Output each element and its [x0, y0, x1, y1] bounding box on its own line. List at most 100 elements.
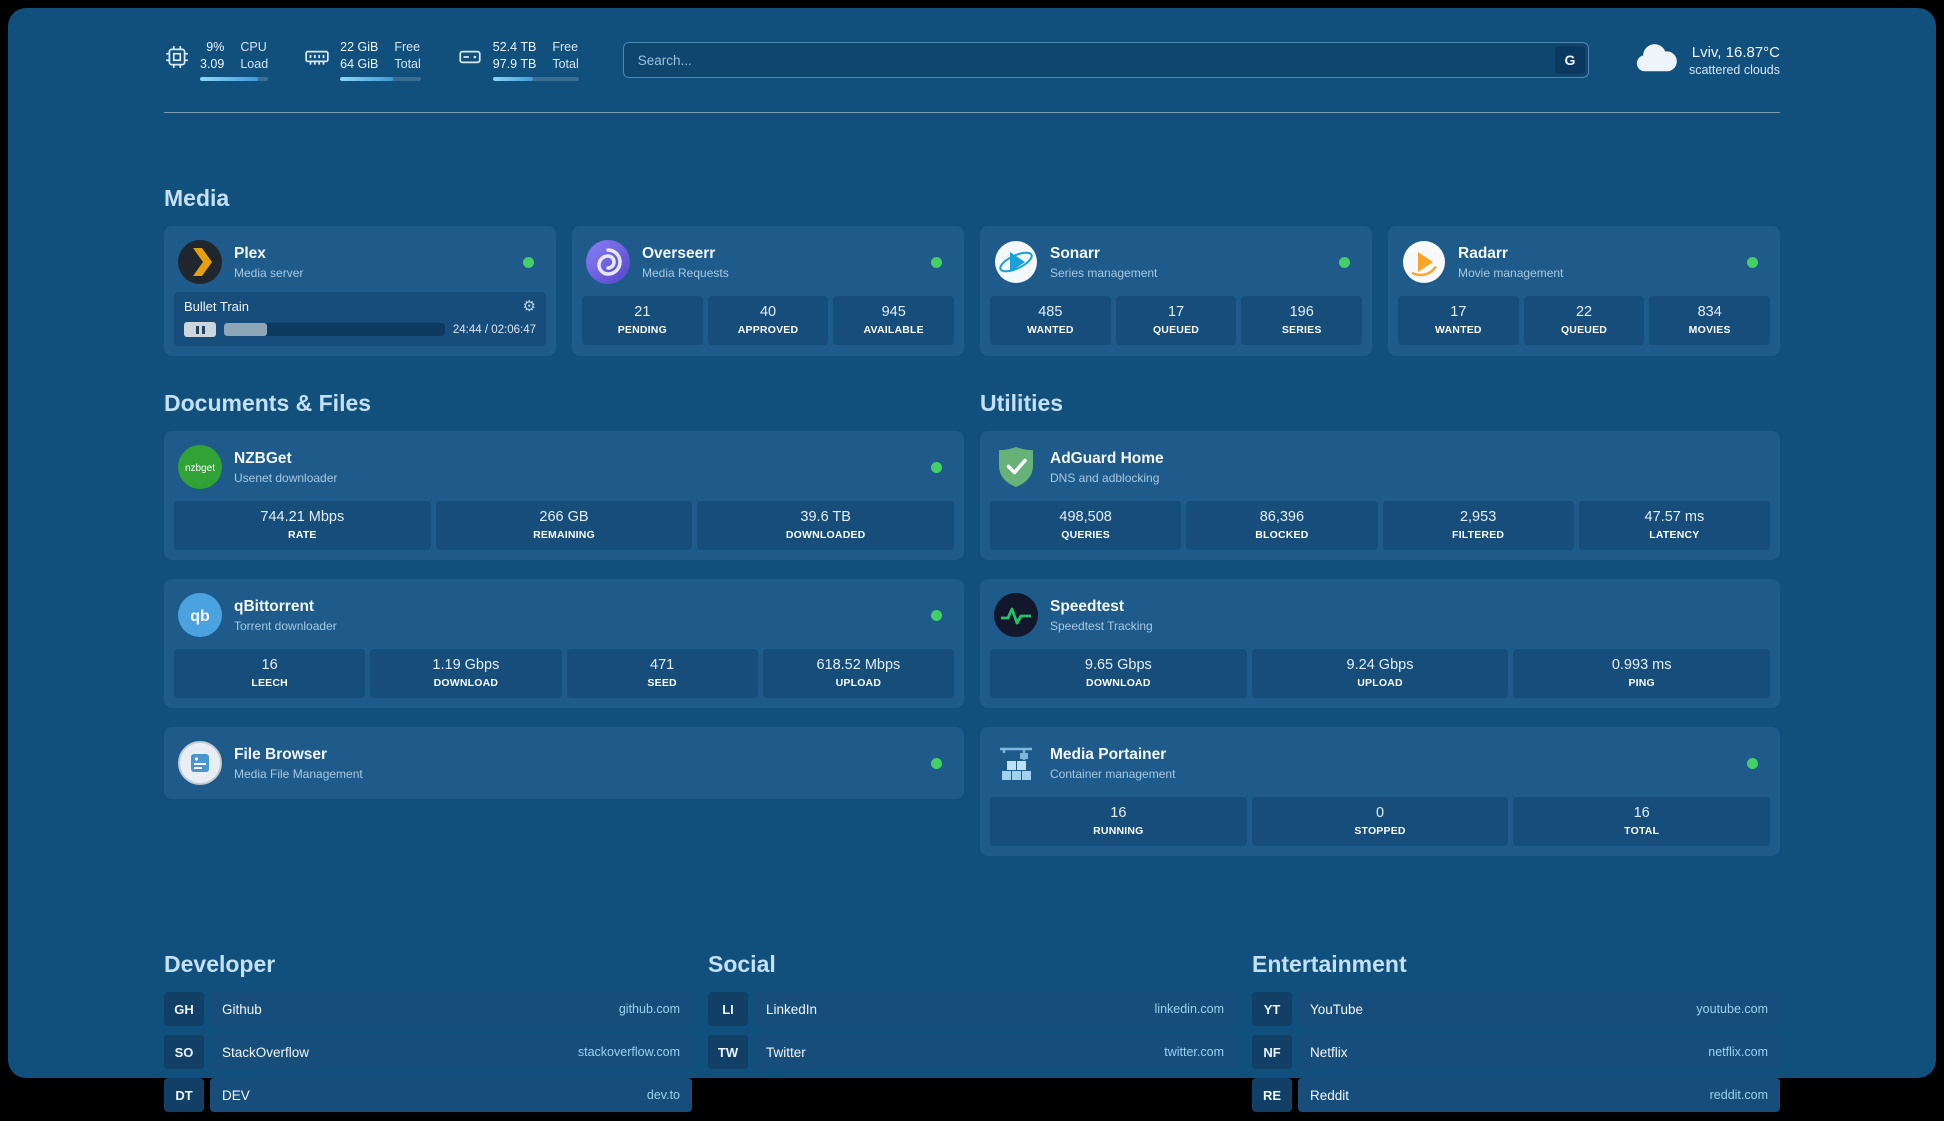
- sonarr-icon: [994, 240, 1038, 284]
- section-utilities: Utilities AdGuard Home DNS and adblockin…: [980, 390, 1780, 875]
- service-subtitle: Usenet downloader: [234, 471, 337, 485]
- service-subtitle: DNS and adblocking: [1050, 471, 1164, 485]
- ram-progress-bar: [340, 77, 421, 81]
- linkedin-icon: LI: [708, 992, 748, 1026]
- dev-icon: DT: [164, 1078, 204, 1112]
- radarr-icon: [1402, 240, 1446, 284]
- playback-progress-bar[interactable]: [224, 323, 445, 336]
- section-title-entertainment: Entertainment: [1252, 951, 1780, 978]
- topbar-divider: [164, 112, 1780, 113]
- weather-widget: Lviv, 16.87°C scattered clouds: [1633, 43, 1780, 78]
- service-title: Speedtest: [1050, 598, 1153, 616]
- adguard-icon: [994, 445, 1038, 489]
- service-subtitle: Container management: [1050, 767, 1175, 781]
- service-title: Overseerr: [642, 245, 729, 263]
- status-dot: [1747, 758, 1758, 769]
- status-dot: [931, 462, 942, 473]
- service-card-nzbget[interactable]: nzbget NZBGet Usenet downloader 744.21 M…: [164, 431, 964, 560]
- svg-text:qb: qb: [190, 608, 210, 625]
- now-playing-title: Bullet Train: [184, 299, 249, 314]
- service-card-plex[interactable]: Plex Media server Bullet Train ⚙ 24:44 /…: [164, 226, 556, 356]
- search-provider-button[interactable]: G: [1555, 46, 1585, 74]
- youtube-icon: YT: [1252, 992, 1292, 1026]
- weather-location: Lviv, 16.87°C: [1689, 44, 1780, 61]
- pause-button[interactable]: [184, 322, 216, 337]
- ram-icon: [304, 44, 330, 75]
- search-input[interactable]: [623, 42, 1589, 78]
- service-title: Plex: [234, 245, 303, 263]
- service-title: AdGuard Home: [1050, 450, 1164, 468]
- plex-now-playing: Bullet Train ⚙ 24:44 / 02:06:47: [174, 292, 546, 346]
- settings-gear-icon[interactable]: ⚙: [523, 299, 536, 314]
- portainer-icon: [994, 741, 1038, 785]
- section-title-media: Media: [164, 185, 1780, 212]
- cpu-values: 9%3.09: [200, 39, 224, 73]
- service-title: NZBGet: [234, 450, 337, 468]
- status-dot: [1339, 257, 1350, 268]
- section-media: Media Plex Media server Bullet Train ⚙: [164, 185, 1780, 356]
- service-subtitle: Media Requests: [642, 266, 729, 280]
- status-dot: [931, 610, 942, 621]
- section-title-utilities: Utilities: [980, 390, 1780, 417]
- service-title: Media Portainer: [1050, 746, 1175, 764]
- service-card-filebrowser[interactable]: File Browser Media File Management: [164, 727, 964, 799]
- overseerr-icon: [586, 240, 630, 284]
- reddit-icon: RE: [1252, 1078, 1292, 1112]
- filebrowser-icon: [178, 741, 222, 785]
- cloud-icon: [1633, 43, 1679, 78]
- nzbget-icon: nzbget: [178, 445, 222, 489]
- disk-icon: [457, 44, 483, 75]
- service-subtitle: Media server: [234, 266, 303, 280]
- search-bar: G: [623, 42, 1589, 78]
- service-subtitle: Movie management: [1458, 266, 1563, 280]
- qbittorrent-icon: qb: [178, 593, 222, 637]
